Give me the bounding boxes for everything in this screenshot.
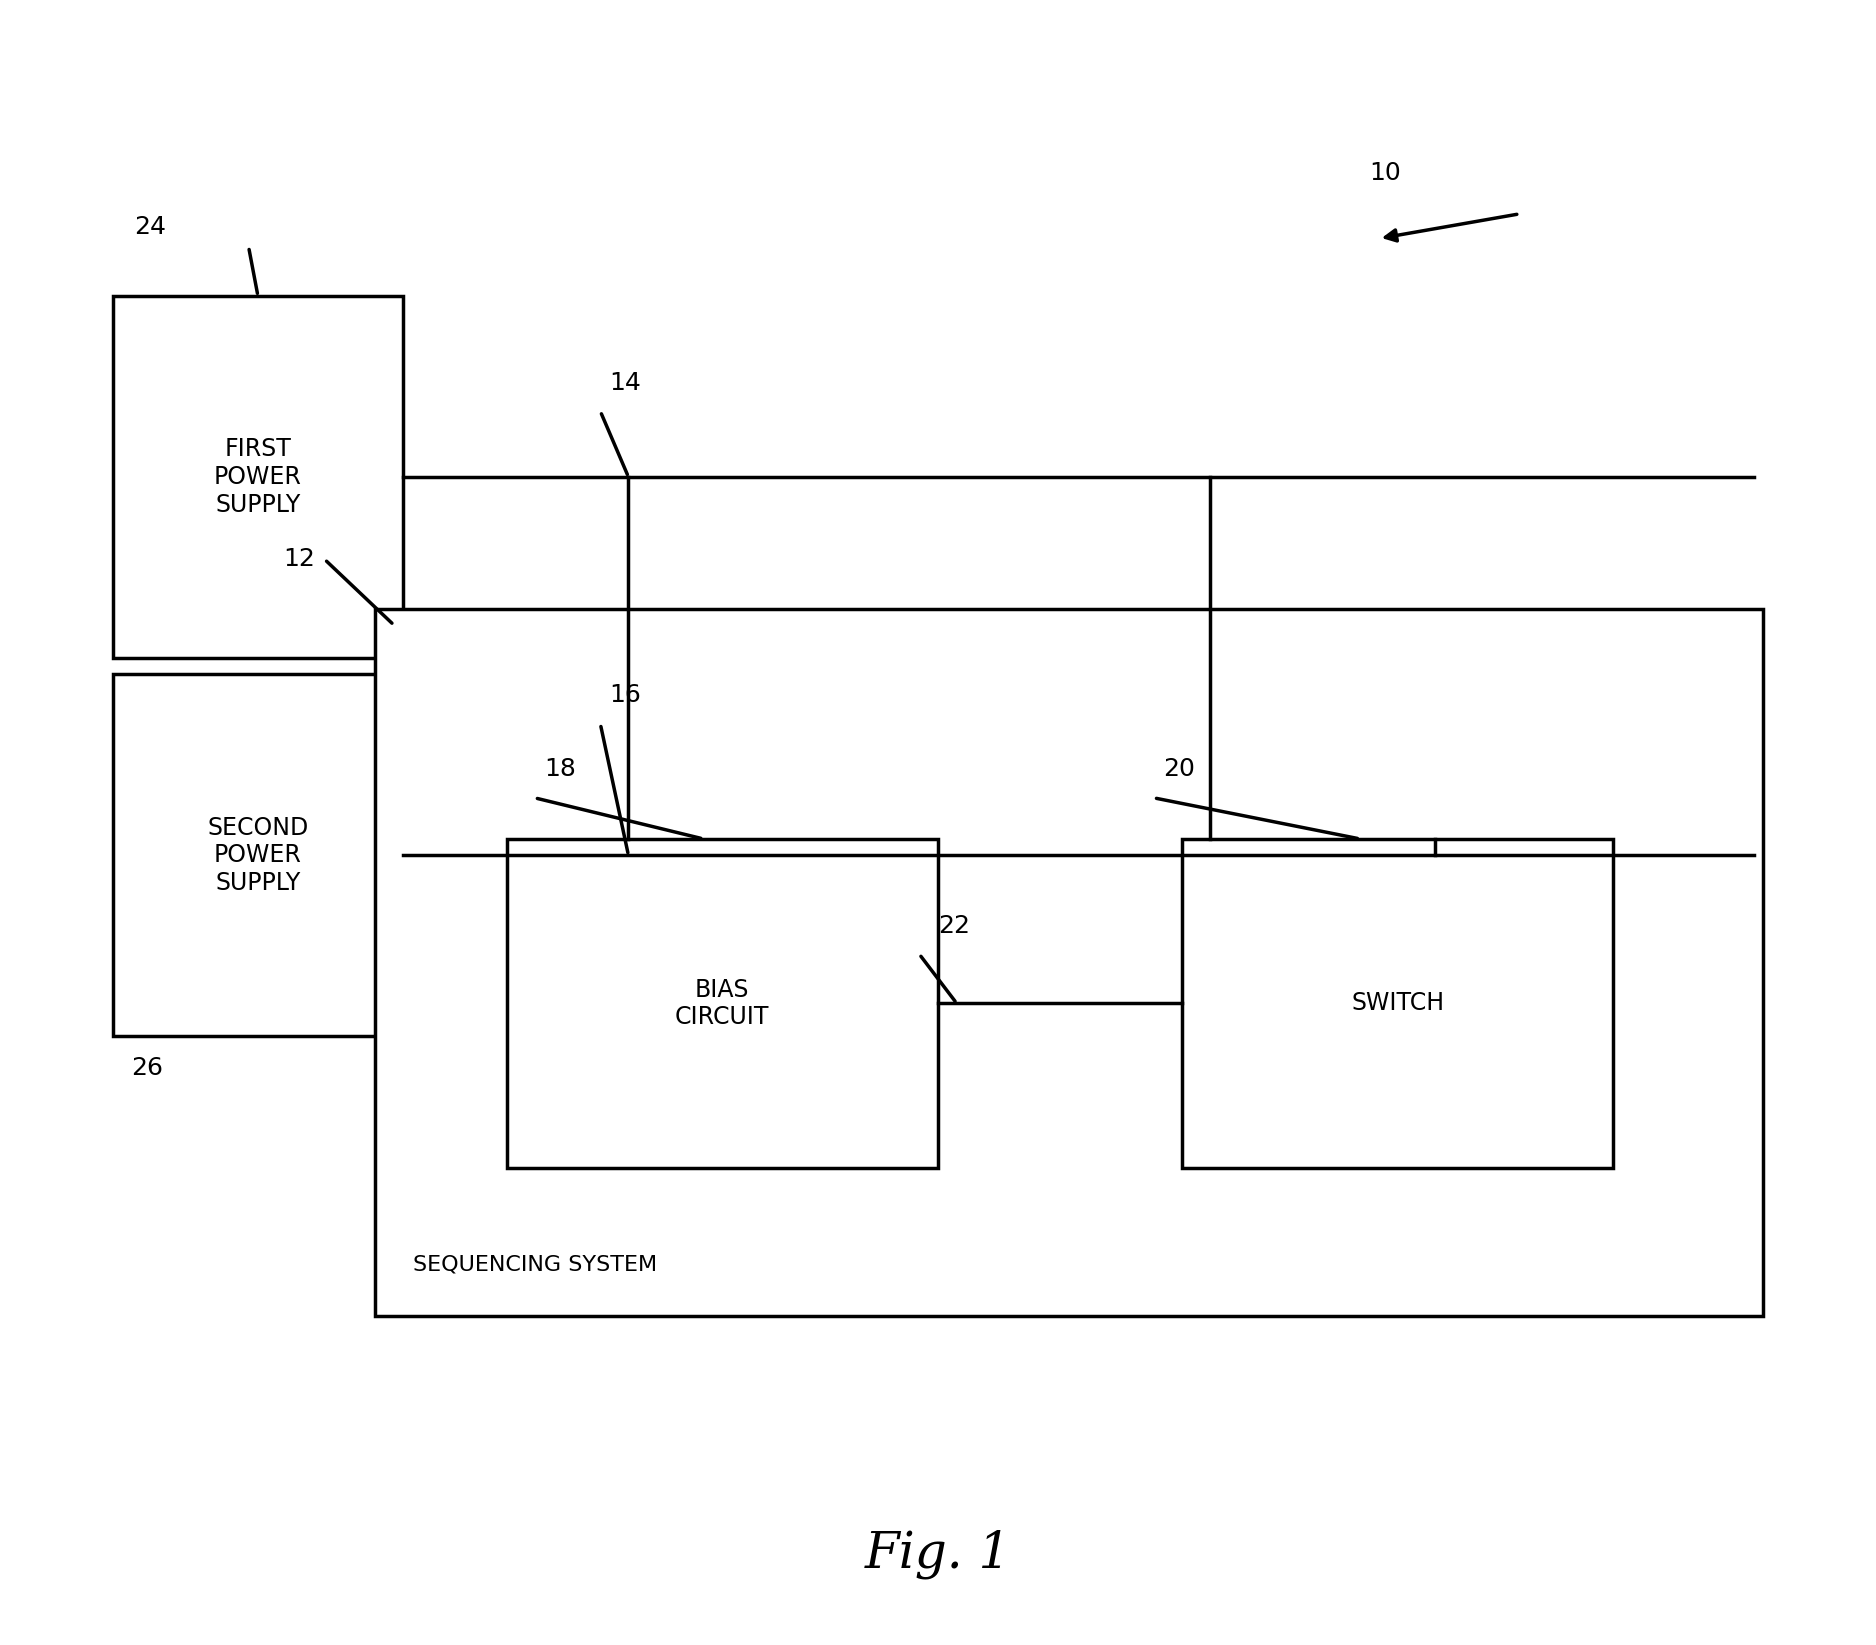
Bar	[113, 674, 403, 1036]
Text: 26: 26	[131, 1056, 163, 1081]
Text: FIRST
POWER
SUPPLY: FIRST POWER SUPPLY	[214, 438, 302, 517]
Text: 24: 24	[133, 214, 167, 239]
Text: BIAS
CIRCUIT: BIAS CIRCUIT	[675, 977, 769, 1030]
Bar	[375, 609, 1763, 1316]
Text: 18: 18	[544, 757, 576, 781]
Bar	[1182, 839, 1613, 1168]
Text: 22: 22	[938, 913, 970, 938]
Text: 20: 20	[1163, 757, 1195, 781]
Text: Fig. 1: Fig. 1	[865, 1530, 1011, 1579]
Text: SWITCH: SWITCH	[1351, 992, 1445, 1015]
Text: 14: 14	[610, 370, 642, 395]
Text: 12: 12	[283, 548, 315, 571]
Text: 16: 16	[610, 683, 642, 707]
Text: SEQUENCING SYSTEM: SEQUENCING SYSTEM	[413, 1255, 657, 1275]
Bar	[507, 839, 938, 1168]
Text: 10: 10	[1369, 161, 1401, 184]
Text: SECOND
POWER
SUPPLY: SECOND POWER SUPPLY	[208, 816, 308, 895]
Bar	[113, 296, 403, 658]
